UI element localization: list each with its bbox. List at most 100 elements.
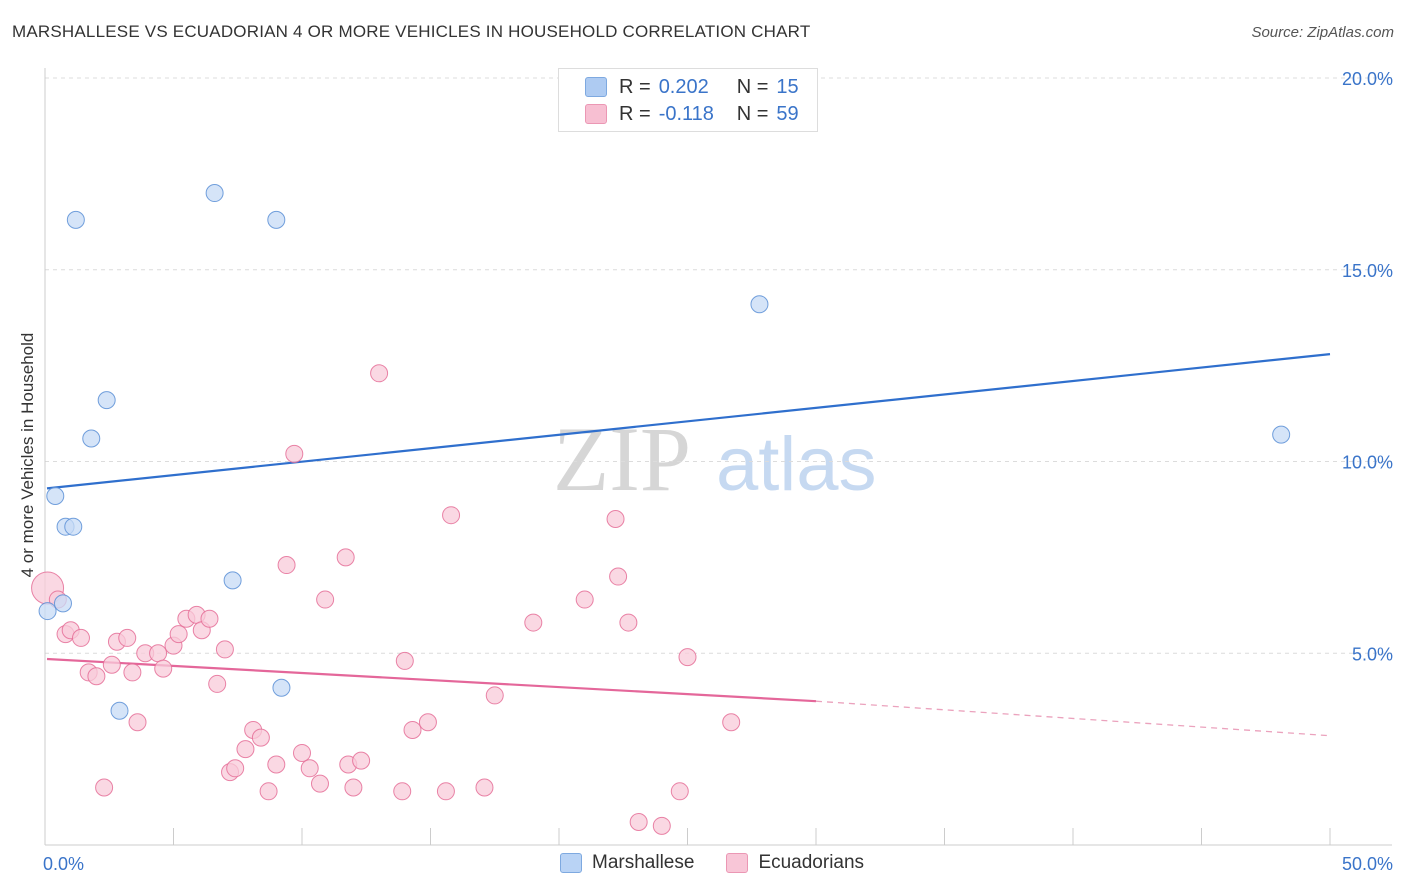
trend-line-ecuadorians-extension xyxy=(815,700,1331,737)
ecuadorians-swatch xyxy=(585,104,607,124)
point-ecuadorians xyxy=(71,628,90,647)
legend-row-ecuadorians: R = -0.118 N = 59 xyxy=(585,102,799,126)
point-marshallese xyxy=(750,295,769,314)
point-marshallese xyxy=(267,210,286,229)
point-marshallese xyxy=(110,701,129,720)
point-ecuadorians xyxy=(418,713,437,732)
point-ecuadorians xyxy=(154,659,173,678)
point-ecuadorians xyxy=(670,782,689,801)
point-ecuadorians xyxy=(524,613,543,632)
point-marshallese xyxy=(46,487,65,506)
point-marshallese xyxy=(82,429,101,448)
point-ecuadorians xyxy=(215,640,234,659)
point-ecuadorians xyxy=(95,778,114,797)
point-ecuadorians xyxy=(678,648,697,667)
watermark-zip: ZIP xyxy=(553,408,691,510)
point-ecuadorians xyxy=(344,778,363,797)
r-value: -0.118 xyxy=(658,102,714,125)
r-label: R = xyxy=(619,102,651,125)
correlation-legend: R = 0.202 N = 15 R = -0.118 N = 59 xyxy=(558,68,818,132)
point-ecuadorians xyxy=(485,686,504,705)
legend-row-marshallese: R = 0.202 N = 15 xyxy=(585,75,799,99)
point-ecuadorians xyxy=(267,755,286,774)
point-ecuadorians xyxy=(118,628,137,647)
point-ecuadorians xyxy=(285,444,304,463)
point-ecuadorians xyxy=(352,751,371,770)
point-ecuadorians xyxy=(123,663,142,682)
point-marshallese xyxy=(66,210,85,229)
point-ecuadorians xyxy=(436,782,455,801)
point-marshallese xyxy=(1272,425,1291,444)
y-tick-label: 15.0% xyxy=(1342,261,1393,281)
point-ecuadorians xyxy=(629,812,648,831)
point-ecuadorians xyxy=(87,667,106,686)
n-label: N = xyxy=(736,102,769,125)
point-ecuadorians xyxy=(609,567,628,586)
axes xyxy=(44,68,1392,846)
trend-line-marshallese xyxy=(46,353,1331,490)
point-ecuadorians xyxy=(149,644,168,663)
point-ecuadorians xyxy=(226,759,245,778)
point-ecuadorians xyxy=(619,613,638,632)
point-marshallese xyxy=(272,678,291,697)
point-marshallese xyxy=(38,602,57,621)
legend-item-ecuadorians: Ecuadorians xyxy=(726,852,864,874)
point-ecuadorians xyxy=(277,556,296,575)
point-ecuadorians xyxy=(236,740,255,759)
marshallese-swatch xyxy=(560,853,582,873)
trend-line-ecuadorians xyxy=(46,657,817,703)
point-marshallese xyxy=(223,571,242,590)
n-label: N = xyxy=(736,75,769,98)
point-ecuadorians xyxy=(442,506,461,525)
point-ecuadorians xyxy=(208,674,227,693)
trend-lines xyxy=(46,353,1331,737)
point-ecuadorians xyxy=(259,782,278,801)
point-ecuadorians xyxy=(316,590,335,609)
point-ecuadorians xyxy=(336,548,355,567)
legend-label: Ecuadorians xyxy=(758,852,865,873)
legend-item-marshallese: Marshallese xyxy=(560,852,694,874)
chart-title: MARSHALLESE VS ECUADORIAN 4 OR MORE VEHI… xyxy=(12,22,811,41)
point-ecuadorians xyxy=(128,713,147,732)
point-ecuadorians xyxy=(169,625,188,644)
point-ecuadorians xyxy=(722,713,741,732)
point-ecuadorians xyxy=(102,655,121,674)
n-value: 15 xyxy=(776,75,799,98)
point-ecuadorians xyxy=(403,720,422,739)
point-ecuadorians xyxy=(200,609,219,628)
point-ecuadorians xyxy=(652,816,671,835)
tick-labels: 5.0% 10.0% 15.0% 20.0% 0.0% 50.0% xyxy=(43,69,1393,874)
grid-lines xyxy=(45,77,1392,654)
point-marshallese xyxy=(53,594,72,613)
point-ecuadorians xyxy=(575,590,594,609)
point-marshallese xyxy=(205,184,224,203)
point-marshallese xyxy=(97,391,116,410)
y-tick-label: 20.0% xyxy=(1342,69,1393,89)
r-label: R = xyxy=(619,75,651,98)
point-ecuadorians xyxy=(251,728,270,747)
point-ecuadorians xyxy=(310,774,329,793)
series-legend: Marshallese Ecuadorians xyxy=(560,852,896,874)
x-tick-label: 50.0% xyxy=(1342,854,1393,874)
data-points xyxy=(31,184,1291,835)
watermark: ZIP atlas xyxy=(553,408,877,510)
point-ecuadorians xyxy=(395,651,414,670)
point-marshallese xyxy=(64,517,83,536)
point-ecuadorians xyxy=(300,759,319,778)
x-tick-label: 0.0% xyxy=(43,854,84,874)
source-label: Source: ZipAtlas.com xyxy=(1251,24,1394,41)
y-tick-label: 5.0% xyxy=(1352,644,1393,664)
point-ecuadorians xyxy=(393,782,412,801)
marshallese-swatch xyxy=(585,77,607,97)
y-tick-label: 10.0% xyxy=(1342,453,1393,473)
watermark-atlas: atlas xyxy=(716,422,877,507)
point-ecuadorians xyxy=(606,510,625,529)
point-ecuadorians xyxy=(475,778,494,797)
point-ecuadorians xyxy=(293,743,311,762)
point-ecuadorians xyxy=(370,364,389,383)
r-value: 0.202 xyxy=(658,75,709,98)
n-value: 59 xyxy=(776,102,799,125)
legend-label: Marshallese xyxy=(592,852,695,873)
ecuadorians-swatch xyxy=(726,853,749,873)
